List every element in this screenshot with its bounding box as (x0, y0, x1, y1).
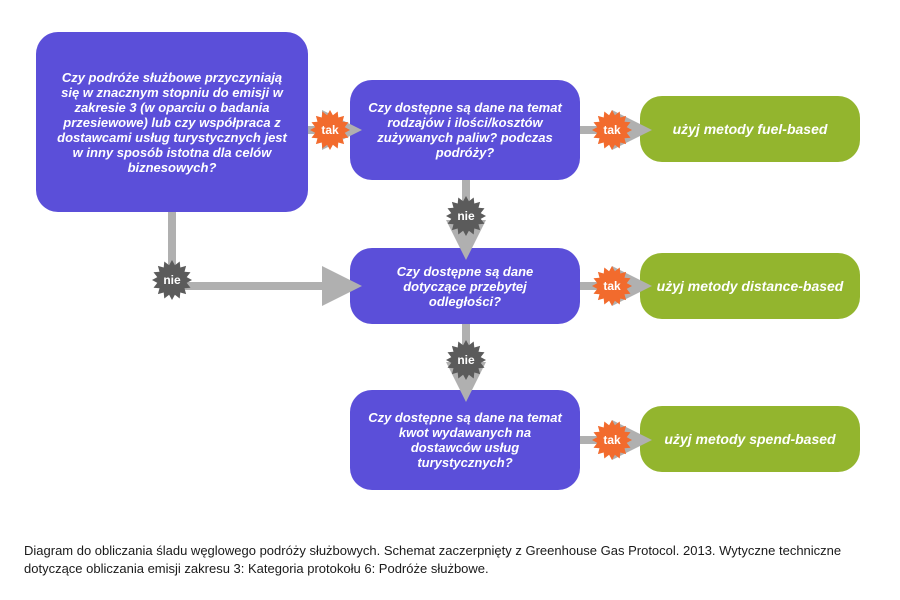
badge-tak-4: tak (592, 420, 632, 460)
flow-edges (0, 0, 900, 540)
badge-tak-1: tak (310, 110, 350, 150)
diagram-caption: Diagram do obliczania śladu węglowego po… (24, 542, 874, 578)
badge-tak-3: tak (592, 266, 632, 306)
badge-tak-2: tak (592, 110, 632, 150)
badge-nie-1: nie (152, 260, 192, 300)
badge-nie-2: nie (446, 196, 486, 236)
badge-nie-3: nie (446, 340, 486, 380)
